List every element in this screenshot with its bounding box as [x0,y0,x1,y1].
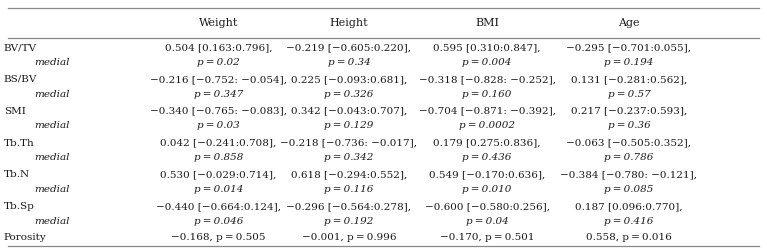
Text: p = 0.786: p = 0.786 [604,153,653,162]
Text: 0.042 [−0.241:0.708],: 0.042 [−0.241:0.708], [160,139,277,147]
Text: 0.530 [−0.029:0.714],: 0.530 [−0.029:0.714], [160,170,277,179]
Text: 0.504 [0.163:0.796],: 0.504 [0.163:0.796], [165,43,272,52]
Text: p = 0.160: p = 0.160 [463,89,512,99]
Text: BV/TV: BV/TV [4,43,37,52]
Text: −0.600 [−0.580:0.256],: −0.600 [−0.580:0.256], [425,202,549,211]
Text: BS/BV: BS/BV [4,75,38,84]
Text: p = 0.046: p = 0.046 [194,217,243,226]
Text: p = 0.436: p = 0.436 [463,153,512,162]
Text: Weight: Weight [199,18,239,28]
Text: −0.219 [−0.605:0.220],: −0.219 [−0.605:0.220], [287,43,411,52]
Text: medial: medial [35,58,70,67]
Text: p = 0.342: p = 0.342 [324,153,374,162]
Text: Height: Height [330,18,368,28]
Text: −0.216 [−0.752: −0.054],: −0.216 [−0.752: −0.054], [150,75,287,84]
Text: −0.218 [−0.736: −0.017],: −0.218 [−0.736: −0.017], [281,139,417,147]
Text: −0.063 [−0.505:0.352],: −0.063 [−0.505:0.352], [567,139,691,147]
Text: medial: medial [35,185,70,194]
Text: Porosity: Porosity [4,233,47,242]
Text: 0.558, p = 0.016: 0.558, p = 0.016 [586,233,672,242]
Text: −0.170, p = 0.501: −0.170, p = 0.501 [439,233,535,242]
Text: p = 0.416: p = 0.416 [604,217,653,226]
Text: p = 0.57: p = 0.57 [607,89,650,99]
Text: 0.342 [−0.043:0.707],: 0.342 [−0.043:0.707], [291,107,407,116]
Text: −0.384 [−0.780: −0.121],: −0.384 [−0.780: −0.121], [561,170,697,179]
Text: p = 0.192: p = 0.192 [324,217,374,226]
Text: p = 0.03: p = 0.03 [197,121,240,130]
Text: 0.618 [−0.294:0.552],: 0.618 [−0.294:0.552], [291,170,407,179]
Text: 0.179 [0.275:0.836],: 0.179 [0.275:0.836], [433,139,541,147]
Text: −0.440 [−0.664:0.124],: −0.440 [−0.664:0.124], [156,202,281,211]
Text: −0.296 [−0.564:0.278],: −0.296 [−0.564:0.278], [287,202,411,211]
Text: 0.549 [−0.170:0.636],: 0.549 [−0.170:0.636], [429,170,545,179]
Text: p = 0.858: p = 0.858 [194,153,243,162]
Text: p = 0.0002: p = 0.0002 [459,121,515,130]
Text: p = 0.34: p = 0.34 [328,58,370,67]
Text: p = 0.326: p = 0.326 [324,89,374,99]
Text: p = 0.010: p = 0.010 [463,185,512,194]
Text: Age: Age [618,18,640,28]
Text: Tb.Sp: Tb.Sp [4,202,35,211]
Text: Tb.Th: Tb.Th [4,139,35,147]
Text: p = 0.004: p = 0.004 [463,58,512,67]
Text: −0.704 [−0.871: −0.392],: −0.704 [−0.871: −0.392], [419,107,555,116]
Text: −0.168, p = 0.505: −0.168, p = 0.505 [171,233,266,242]
Text: p = 0.36: p = 0.36 [607,121,650,130]
Text: Tb.N: Tb.N [4,170,30,179]
Text: −0.295 [−0.701:0.055],: −0.295 [−0.701:0.055], [567,43,691,52]
Text: SMI: SMI [4,107,26,116]
Text: p = 0.085: p = 0.085 [604,185,653,194]
Text: 0.187 [0.096:0.770],: 0.187 [0.096:0.770], [575,202,683,211]
Text: −0.340 [−0.765: −0.083],: −0.340 [−0.765: −0.083], [150,107,287,116]
Text: 0.217 [−0.237:0.593],: 0.217 [−0.237:0.593], [571,107,687,116]
Text: BMI: BMI [475,18,499,28]
Text: 0.131 [−0.281:0.562],: 0.131 [−0.281:0.562], [571,75,687,84]
Text: p = 0.02: p = 0.02 [197,58,240,67]
Text: −0.318 [−0.828: −0.252],: −0.318 [−0.828: −0.252], [419,75,555,84]
Text: medial: medial [35,217,70,226]
Text: p = 0.116: p = 0.116 [324,185,374,194]
Text: medial: medial [35,121,70,130]
Text: p = 0.014: p = 0.014 [194,185,243,194]
Text: −0.001, p = 0.996: −0.001, p = 0.996 [301,233,397,242]
Text: medial: medial [35,153,70,162]
Text: p = 0.129: p = 0.129 [324,121,374,130]
Text: p = 0.194: p = 0.194 [604,58,653,67]
Text: 0.225 [−0.093:0.681],: 0.225 [−0.093:0.681], [291,75,407,84]
Text: medial: medial [35,89,70,99]
Text: p = 0.04: p = 0.04 [466,217,509,226]
Text: p = 0.347: p = 0.347 [194,89,243,99]
Text: 0.595 [0.310:0.847],: 0.595 [0.310:0.847], [433,43,541,52]
